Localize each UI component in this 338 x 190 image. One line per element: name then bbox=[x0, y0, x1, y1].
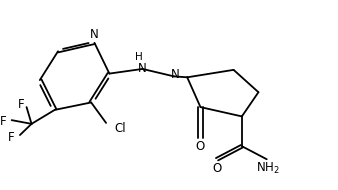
Text: N: N bbox=[138, 62, 147, 74]
Text: O: O bbox=[196, 140, 205, 153]
Text: O: O bbox=[212, 162, 222, 175]
Text: F: F bbox=[8, 131, 15, 144]
Text: F: F bbox=[0, 115, 7, 127]
Text: F: F bbox=[18, 98, 25, 111]
Text: H: H bbox=[135, 52, 143, 62]
Text: Cl: Cl bbox=[114, 122, 126, 135]
Text: N: N bbox=[90, 28, 99, 41]
Text: NH$_2$: NH$_2$ bbox=[257, 161, 280, 176]
Text: N: N bbox=[171, 68, 180, 81]
